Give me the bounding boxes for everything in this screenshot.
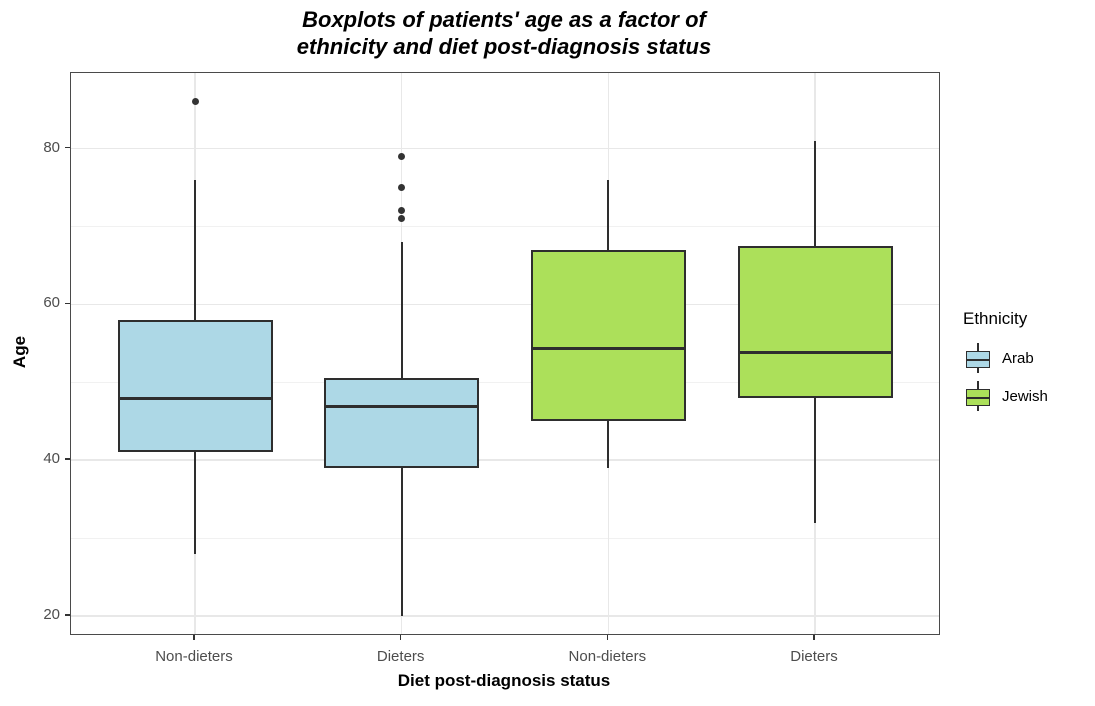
x-tick-label-3: Non-dieters [568,648,647,665]
key-box [966,351,990,368]
median-arab-non-dieters [119,397,271,401]
x-tick-mark-1 [193,634,195,640]
key-median-line [967,396,989,399]
median-jewish-non-dieters [532,346,684,350]
x-tick-mark-2 [399,634,402,640]
y-tick-mark-40 [65,458,70,460]
legend-entries: Arab Jewish [963,339,1048,415]
y-axis-title: Age [10,335,29,369]
outlier-point-arab-non-dieters-86 [191,98,199,106]
boxplot-key-icon-jewish [963,381,993,411]
x-tick-mark-4 [813,634,815,640]
y-tick-mark-60 [65,302,70,305]
outlier-point-arab-dieters-79 [398,152,406,160]
y-tick-label-80: 80 [43,138,60,156]
x-tick-mark-3 [606,634,609,640]
plot-panel [70,72,940,635]
legend: Ethnicity Arab Jewish [963,309,1048,415]
outlier-point-arab-dieters-72 [398,207,406,215]
legend-label-arab: Arab [1002,349,1034,367]
box-jewish-non-dieters [530,249,686,422]
gridline-minor-70 [71,225,939,227]
key-median-line [967,358,989,361]
y-tick-label-20: 20 [43,606,60,624]
chart-title-line-2: ethnicity and diet post-diagnosis status [296,34,712,59]
gridline-major-80 [71,147,939,150]
chart-title-line-1: Boxplots of patients' age as a factor of [302,7,706,32]
x-tick-label-4: Dieters [790,648,838,665]
outlier-point-arab-dieters-71 [398,215,406,223]
gridline-minor-50 [71,381,939,383]
y-tick-mark-80 [65,146,70,149]
box-arab-dieters [324,378,480,469]
x-tick-label-1: Non-dieters [155,648,233,665]
box-arab-non-dieters [117,319,273,453]
key-box [966,389,990,406]
legend-entry-arab: Arab [963,339,1048,377]
outlier-point-arab-dieters-75 [398,184,406,192]
gridline-major-40 [71,459,939,461]
legend-title: Ethnicity [963,309,1028,328]
gridline-minor-30 [71,537,939,539]
y-tick-label-40: 40 [43,450,60,468]
legend-entry-jewish: Jewish [963,377,1048,415]
chart-title: Boxplots of patients' age as a factor of… [70,6,938,60]
box-jewish-dieters [737,245,893,398]
legend-label-jewish: Jewish [1002,387,1048,405]
gridline-major-20 [71,615,939,617]
gridline-major-60 [71,303,939,306]
y-tick-label-60: 60 [43,294,60,312]
x-tick-label-2: Dieters [376,648,425,665]
median-jewish-dieters [739,350,891,354]
y-tick-mark-20 [65,614,70,616]
boxplot-key-icon-arab [963,343,993,373]
x-axis-title: Diet post-diagnosis status [397,671,611,690]
median-arab-dieters [326,405,478,409]
